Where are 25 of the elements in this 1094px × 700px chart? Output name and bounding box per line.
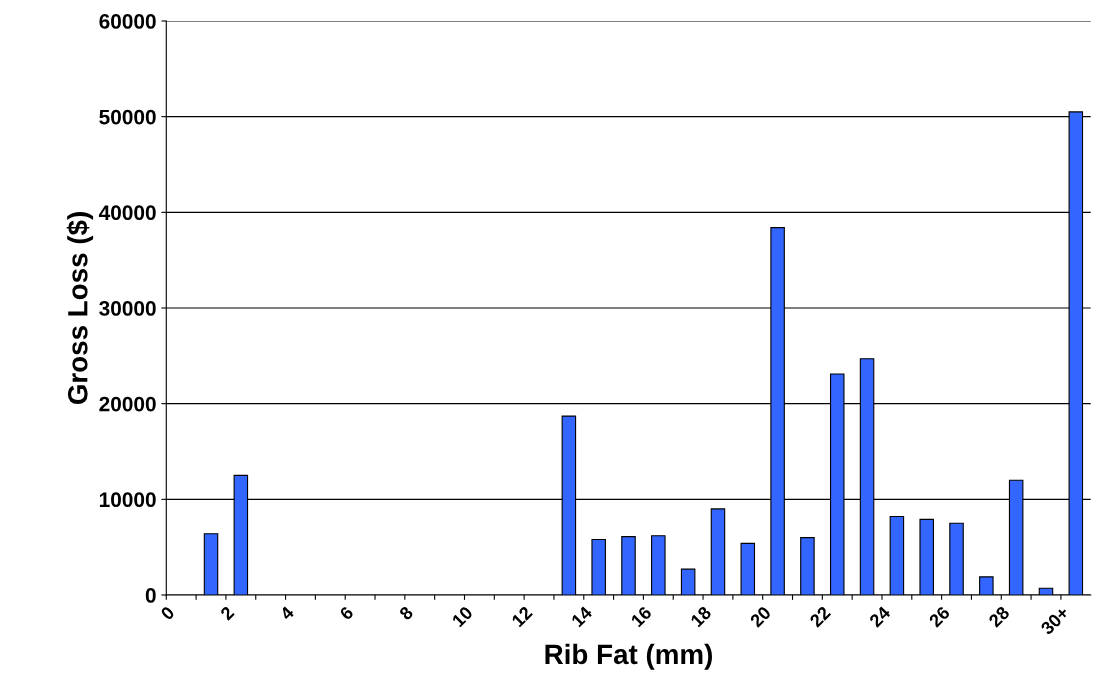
x-tick-label: 16	[630, 605, 653, 628]
x-tick-label: 6	[338, 605, 355, 621]
x-tick-label: 12	[511, 605, 533, 628]
y-axis-title: Gross Loss ($)	[66, 212, 94, 405]
x-tick-label: 22	[808, 605, 832, 628]
x-tick-label: 2	[219, 605, 235, 621]
x-tick-label: 10	[451, 605, 474, 628]
y-tick-label: 40000	[98, 205, 156, 221]
x-tick-label: 26	[928, 605, 951, 628]
y-tick-label: 60000	[99, 14, 156, 29]
x-tick-label: 24	[868, 605, 892, 628]
x-axis-title: Rib Fat (mm)	[545, 643, 712, 670]
x-tick-label: 20	[749, 605, 772, 628]
x-tick-label: 4	[279, 605, 295, 621]
x-tick-label: 8	[398, 605, 414, 621]
y-tick-label: 20000	[99, 396, 156, 412]
y-tick-label: 30000	[99, 301, 156, 316]
x-tick-label: 28	[987, 605, 1011, 628]
x-tick-label: 30+	[1039, 605, 1070, 636]
y-tick-label: 50000	[99, 109, 156, 125]
y-tick-label: 10000	[99, 492, 156, 508]
x-tick-label: 14	[570, 605, 593, 628]
y-tick-label: 0	[145, 588, 156, 603]
x-tick-label: 18	[690, 605, 713, 628]
x-tick-label: 0	[160, 605, 176, 621]
